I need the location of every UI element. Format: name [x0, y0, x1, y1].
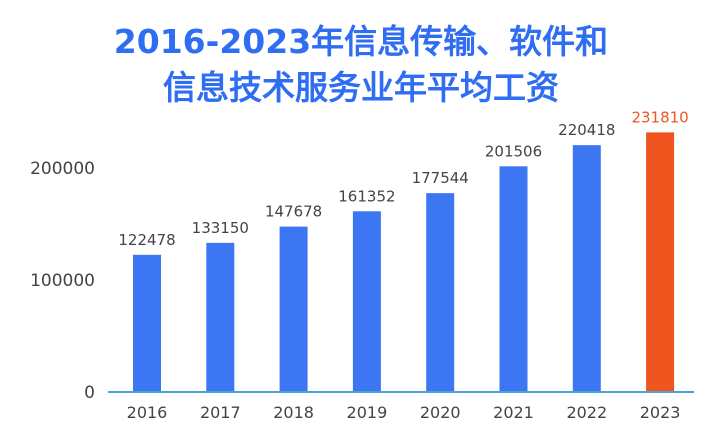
y-tick-label: 0 [84, 383, 95, 403]
data-label: 201506 [485, 142, 542, 160]
data-label: 122478 [118, 231, 175, 249]
data-label: 231810 [631, 108, 688, 126]
data-label: 147678 [265, 203, 322, 221]
x-tick-label: 2020 [420, 403, 461, 422]
data-label: 177544 [412, 169, 469, 187]
bar [352, 211, 381, 392]
data-label: 220418 [558, 121, 615, 139]
chart-title-line-1: 2016-2023年信息传输、软件和 [113, 22, 609, 61]
data-label: 161352 [338, 187, 395, 205]
bar [133, 254, 161, 392]
bar [572, 145, 601, 392]
bar [426, 193, 455, 392]
x-tick-label: 2018 [273, 403, 314, 422]
data-label: 133150 [192, 219, 249, 237]
bar [279, 226, 308, 392]
y-tick-label: 200000 [30, 159, 95, 179]
x-tick-label: 2023 [640, 403, 681, 422]
bar [646, 132, 675, 392]
x-tick-label: 2021 [493, 403, 534, 422]
bar [206, 242, 235, 392]
chart-title-line-2: 信息技术服务业年平均工资 [163, 68, 559, 107]
x-tick-label: 2022 [566, 403, 607, 422]
y-tick-label: 100000 [30, 271, 95, 291]
bar [499, 166, 528, 392]
x-tick-label: 2019 [347, 403, 388, 422]
x-tick-label: 2017 [200, 403, 241, 422]
x-tick-label: 2016 [127, 403, 168, 422]
